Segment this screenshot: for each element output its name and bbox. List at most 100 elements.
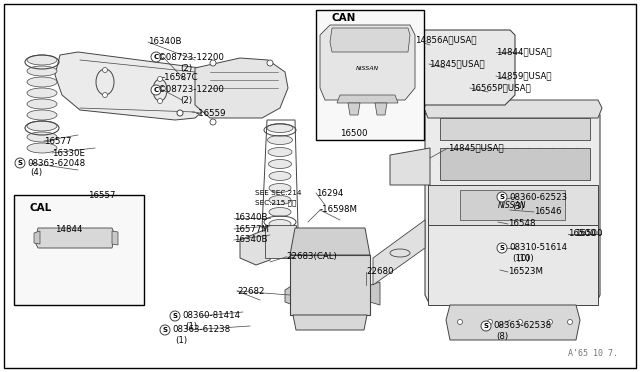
Text: A'65 10 7.: A'65 10 7. (568, 349, 618, 358)
Ellipse shape (210, 119, 216, 125)
Text: 14845（USA）: 14845（USA） (448, 144, 504, 153)
Text: 14856A（USA）: 14856A（USA） (415, 35, 477, 45)
Text: (1): (1) (175, 336, 187, 344)
Ellipse shape (268, 135, 292, 144)
Ellipse shape (27, 66, 57, 76)
Text: 16577M: 16577M (234, 224, 269, 234)
Ellipse shape (27, 121, 57, 131)
Ellipse shape (210, 60, 216, 66)
Circle shape (481, 321, 491, 331)
Text: (2): (2) (180, 96, 192, 105)
Ellipse shape (267, 124, 293, 132)
Bar (316, 10, 424, 140)
Text: (10): (10) (516, 253, 534, 263)
Polygon shape (34, 231, 40, 244)
Ellipse shape (267, 60, 273, 66)
Ellipse shape (157, 77, 163, 81)
Text: (1): (1) (185, 321, 197, 330)
Text: NISSAN: NISSAN (498, 201, 526, 209)
Polygon shape (428, 185, 598, 225)
Text: 16330E: 16330E (52, 148, 85, 157)
Text: 08363-61238: 08363-61238 (172, 326, 230, 334)
Text: 14844（USA）: 14844（USA） (496, 48, 552, 57)
Ellipse shape (269, 208, 291, 217)
Ellipse shape (27, 110, 57, 120)
Text: 16340B: 16340B (148, 38, 182, 46)
Ellipse shape (269, 171, 291, 180)
Text: 16500: 16500 (575, 230, 602, 238)
Polygon shape (320, 25, 415, 100)
Polygon shape (55, 52, 215, 120)
Text: S: S (173, 313, 177, 319)
Text: 16577: 16577 (44, 137, 72, 145)
Text: S: S (163, 327, 168, 333)
Bar (14, 195, 144, 305)
Polygon shape (290, 255, 370, 315)
Ellipse shape (102, 93, 108, 97)
Circle shape (15, 158, 25, 168)
Text: C: C (154, 87, 159, 93)
Text: 08310-51614: 08310-51614 (509, 244, 567, 253)
Text: 16546: 16546 (534, 208, 561, 217)
Polygon shape (285, 285, 293, 305)
Polygon shape (293, 315, 367, 330)
Text: S: S (17, 160, 22, 166)
Text: -16559: -16559 (196, 109, 227, 118)
Polygon shape (195, 58, 288, 118)
Ellipse shape (27, 143, 57, 153)
Circle shape (160, 325, 170, 335)
Text: (4): (4) (30, 169, 42, 177)
Polygon shape (440, 148, 590, 180)
Polygon shape (375, 103, 387, 115)
Polygon shape (428, 225, 598, 305)
Text: CAL: CAL (30, 203, 52, 213)
Polygon shape (348, 103, 360, 115)
Ellipse shape (488, 320, 493, 324)
Polygon shape (265, 225, 296, 258)
Text: NISSAN: NISSAN (355, 65, 379, 71)
Text: 08363-62538: 08363-62538 (493, 321, 551, 330)
Text: (8): (8) (496, 331, 508, 340)
Ellipse shape (27, 132, 57, 142)
Text: -16598M: -16598M (320, 205, 358, 215)
Ellipse shape (27, 55, 57, 65)
Text: ©08723-12200: ©08723-12200 (158, 52, 225, 61)
Circle shape (151, 52, 161, 62)
Text: S: S (499, 194, 504, 200)
Polygon shape (240, 230, 272, 265)
Ellipse shape (102, 67, 108, 73)
Ellipse shape (177, 110, 183, 116)
Text: 16340B: 16340B (234, 235, 268, 244)
Text: 14844: 14844 (55, 225, 83, 234)
Polygon shape (385, 30, 515, 105)
Text: 14845（USA）: 14845（USA） (429, 60, 484, 68)
Text: 16500: 16500 (340, 128, 367, 138)
Ellipse shape (269, 160, 291, 169)
Polygon shape (290, 228, 370, 255)
Circle shape (497, 192, 507, 202)
Ellipse shape (269, 219, 291, 228)
Circle shape (497, 243, 507, 253)
Text: (10): (10) (512, 253, 530, 263)
Polygon shape (337, 95, 398, 103)
Text: 08363-62048: 08363-62048 (27, 158, 85, 167)
Text: 16565P（USA）: 16565P（USA） (470, 83, 531, 93)
Text: 22680: 22680 (366, 267, 394, 276)
Text: CAN: CAN (331, 13, 355, 23)
Ellipse shape (269, 183, 291, 192)
Text: 08360-62523: 08360-62523 (509, 192, 567, 202)
Text: ©08723-12200: ©08723-12200 (158, 86, 225, 94)
Text: -16587C: -16587C (162, 74, 198, 83)
Polygon shape (425, 105, 600, 305)
Polygon shape (112, 231, 118, 245)
Text: 16523M: 16523M (508, 267, 543, 276)
Text: 16500: 16500 (568, 230, 595, 238)
Text: (3): (3) (512, 202, 524, 212)
Text: SEC.215 参照: SEC.215 参照 (255, 200, 296, 206)
Ellipse shape (27, 77, 57, 87)
Polygon shape (440, 118, 590, 140)
Ellipse shape (458, 320, 463, 324)
Polygon shape (373, 220, 425, 285)
Ellipse shape (568, 320, 573, 324)
Text: 14859（USA）: 14859（USA） (496, 71, 552, 80)
